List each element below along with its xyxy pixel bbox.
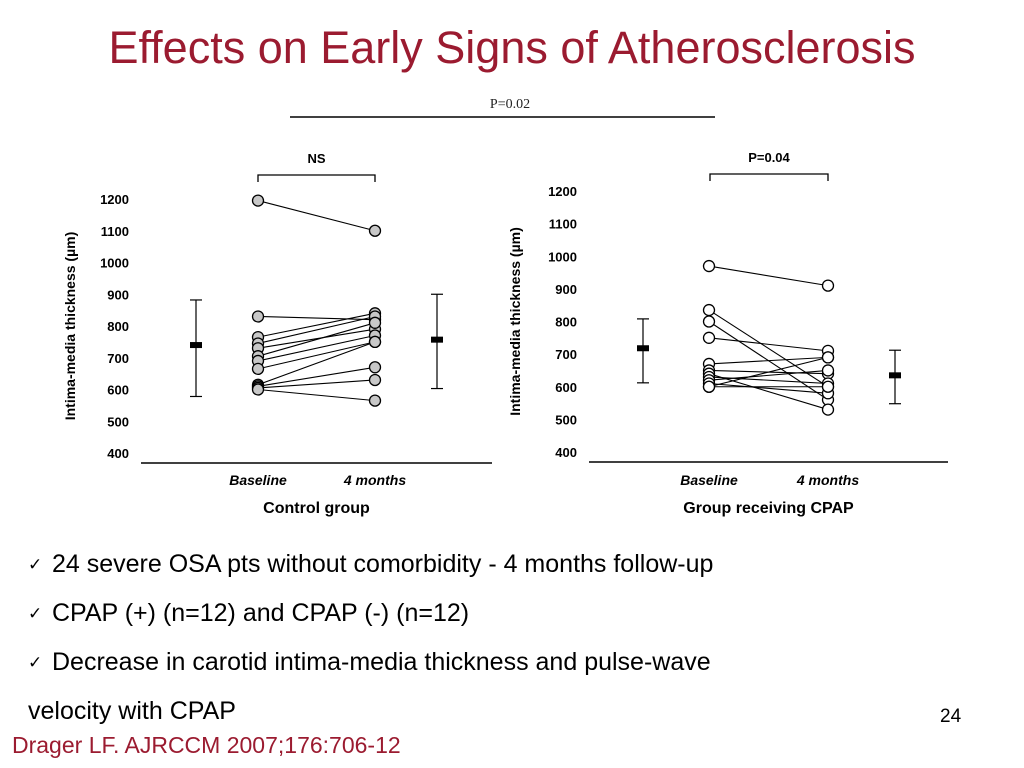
bullet-item: ✓ Decrease in carotid intima-media thickn… bbox=[28, 638, 928, 687]
x-category-label: 4 months bbox=[343, 472, 406, 488]
four-month-point bbox=[368, 373, 382, 387]
four-month-point bbox=[368, 224, 382, 237]
paired-line bbox=[708, 356, 829, 365]
citation: Drager LF. AJRCCM 2007;176:706-12 bbox=[12, 732, 401, 758]
baseline-point bbox=[702, 303, 716, 317]
y-tick-label: 500 bbox=[555, 412, 577, 427]
paired-line bbox=[708, 356, 829, 388]
paired-line bbox=[257, 341, 376, 386]
four-month-point bbox=[368, 316, 382, 329]
paired-line bbox=[257, 312, 376, 338]
bullet-text: CPAP (+) (n=12) and CPAP (-) (n=12) bbox=[52, 599, 470, 627]
checkmark-icon: ✓ bbox=[28, 604, 43, 623]
paired-line bbox=[708, 382, 829, 394]
bullet-item: ✓ CPAP (+) (n=12) and CPAP (-) (n=12) bbox=[28, 589, 928, 638]
four-month-point bbox=[821, 364, 835, 377]
overall-p-value-label: P=0.02 bbox=[490, 97, 530, 112]
panel-label: Group receiving CPAP bbox=[683, 500, 854, 517]
y-tick-label: 700 bbox=[555, 347, 577, 362]
baseline-point bbox=[702, 259, 716, 273]
y-tick-label: 1100 bbox=[549, 217, 577, 232]
y-tick-label: 800 bbox=[555, 315, 577, 330]
paired-line bbox=[708, 337, 829, 352]
mean-marker bbox=[431, 336, 443, 343]
paired-line bbox=[257, 200, 376, 232]
comparison-bracket bbox=[709, 173, 829, 181]
y-axis-label: Intima-media thickness (µm) bbox=[507, 227, 523, 416]
four-month-point bbox=[821, 351, 835, 364]
four-month-point bbox=[368, 394, 382, 407]
y-tick-label: 900 bbox=[555, 282, 577, 297]
paired-line bbox=[257, 379, 376, 389]
baseline-point bbox=[702, 315, 716, 328]
baseline-point bbox=[251, 383, 265, 396]
bullet-continuation-text: velocity with CPAP bbox=[28, 697, 236, 725]
mean-marker bbox=[889, 372, 901, 379]
paired-line bbox=[708, 373, 829, 411]
y-tick-label: 700 bbox=[107, 351, 129, 366]
four-month-point bbox=[368, 335, 382, 349]
x-category-label: Baseline bbox=[229, 472, 287, 488]
bullet-text: Decrease in carotid intima-media thickne… bbox=[52, 648, 711, 676]
y-tick-label: 400 bbox=[107, 446, 129, 461]
four-month-point bbox=[821, 403, 835, 416]
baseline-point bbox=[251, 194, 265, 207]
slide-title: Effects on Early Signs of Atherosclerosi… bbox=[108, 22, 916, 73]
bullet-continuation: velocity with CPAP bbox=[28, 687, 928, 736]
paired-line bbox=[257, 322, 376, 357]
x-category-label: Baseline bbox=[680, 472, 738, 488]
comparison-label: P=0.04 bbox=[748, 150, 790, 165]
y-tick-label: 1000 bbox=[548, 249, 577, 264]
page-number: 24 bbox=[940, 706, 962, 727]
panel-label: Control group bbox=[263, 500, 370, 517]
mean-marker bbox=[637, 345, 649, 352]
checkmark-icon: ✓ bbox=[28, 653, 43, 672]
y-tick-label: 1200 bbox=[548, 184, 577, 199]
y-tick-label: 1100 bbox=[101, 224, 129, 239]
paired-line bbox=[257, 334, 376, 362]
y-tick-label: 900 bbox=[107, 287, 129, 302]
chart-figure: P=0.02 400 500 600 700 800 900 1000 1100 1200 Inti… bbox=[62, 97, 948, 517]
mean-marker bbox=[190, 342, 202, 349]
comparison-label: NS bbox=[307, 151, 325, 166]
bullet-item: ✓ 24 severe OSA pts without comorbidity -… bbox=[28, 540, 928, 589]
baseline-point bbox=[251, 362, 265, 376]
y-axis-label: Intima-media thickness (µm) bbox=[62, 232, 78, 421]
y-tick-label: 1200 bbox=[100, 192, 129, 207]
paired-line bbox=[708, 265, 829, 287]
x-category-label: 4 months bbox=[796, 472, 859, 488]
paired-line bbox=[257, 315, 376, 321]
y-tick-label: 600 bbox=[107, 383, 129, 398]
y-tick-label: 1000 bbox=[100, 256, 129, 271]
paired-line bbox=[257, 315, 376, 344]
four-month-point bbox=[821, 279, 835, 292]
paired-line bbox=[708, 309, 829, 388]
baseline-point bbox=[702, 331, 716, 344]
y-tick-label: 600 bbox=[555, 380, 577, 395]
y-tick-label: 500 bbox=[107, 414, 129, 429]
bullet-text: 24 severe OSA pts without comorbidity - … bbox=[52, 550, 714, 578]
paired-line bbox=[257, 328, 376, 349]
paired-line bbox=[257, 366, 376, 387]
baseline-point bbox=[251, 310, 265, 323]
y-tick-label: 400 bbox=[555, 445, 577, 460]
comparison-bracket bbox=[257, 174, 376, 182]
paired-line bbox=[708, 369, 829, 381]
bullet-list: ✓ 24 severe OSA pts without comorbidity -… bbox=[28, 540, 928, 736]
paired-line bbox=[257, 341, 376, 370]
checkmark-icon: ✓ bbox=[28, 555, 43, 574]
paired-line bbox=[257, 388, 376, 402]
y-tick-label: 800 bbox=[107, 319, 129, 334]
four-month-point bbox=[821, 380, 835, 393]
four-month-point bbox=[368, 361, 382, 374]
baseline-point bbox=[702, 380, 716, 393]
